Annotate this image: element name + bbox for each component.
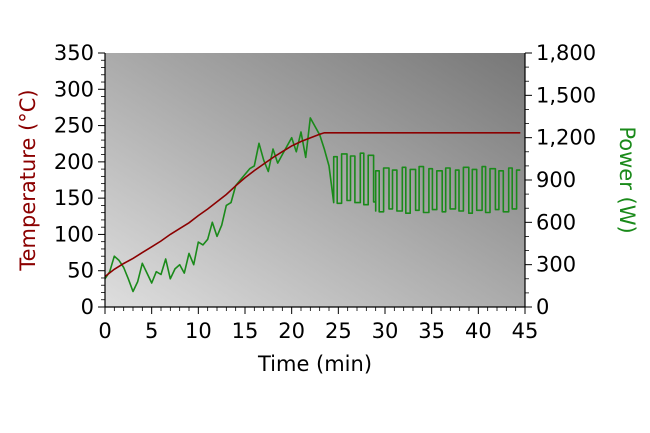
y-tick-label: 300 [54, 77, 94, 101]
x-tick-label: 10 [185, 319, 212, 343]
y2-tick-label: 0 [536, 295, 549, 319]
x-tick-label: 20 [278, 319, 305, 343]
y-tick-label: 150 [54, 186, 94, 210]
y-tick-label: 100 [54, 222, 94, 246]
x-tick-label: 40 [465, 319, 492, 343]
y2-axis-title: Power (W) [615, 126, 639, 233]
x-tick-label: 30 [372, 319, 399, 343]
y-tick-label: 200 [54, 150, 94, 174]
x-tick-label: 35 [418, 319, 445, 343]
y-axis-title: Temperature (°C) [16, 89, 40, 271]
y2-tick-label: 300 [536, 253, 576, 277]
y-tick-label: 350 [54, 41, 94, 65]
x-tick-label: 5 [145, 319, 158, 343]
x-axis-title: Time (min) [257, 352, 372, 376]
temperature-line [105, 132, 521, 278]
x-tick-label: 0 [98, 319, 111, 343]
y2-tick-label: 900 [536, 168, 576, 192]
y2-tick-label: 1,500 [536, 83, 596, 107]
y2-tick-label: 600 [536, 210, 576, 234]
x-tick-label: 45 [512, 319, 539, 343]
series-layer [105, 117, 521, 293]
y2-tick-label: 1,200 [536, 126, 596, 150]
axes-layer: 0 5 10 15 20 25 30 35 40 450501001502002503003500… [54, 41, 596, 343]
y-tick-label: 250 [54, 114, 94, 138]
y-tick-label: 50 [67, 259, 94, 283]
x-tick-label: 15 [232, 319, 259, 343]
x-tick-label: 25 [325, 319, 352, 343]
power-line [105, 117, 521, 293]
y2-tick-label: 1,800 [536, 41, 596, 65]
y-tick-label: 0 [81, 295, 94, 319]
